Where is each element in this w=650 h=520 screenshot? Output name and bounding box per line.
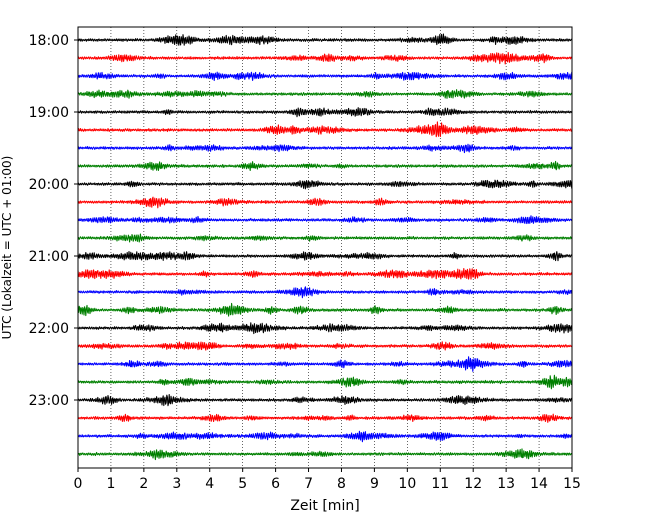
trace-line <box>77 413 573 423</box>
trace-line <box>77 394 573 407</box>
x-tick-label: 2 <box>139 476 148 492</box>
x-axis-label: Zeit [min] <box>290 498 359 514</box>
y-tick-label: 18:00 <box>29 33 69 49</box>
y-tick-label: 22:00 <box>29 321 69 337</box>
trace-line <box>77 286 573 299</box>
y-tick-label: 23:00 <box>29 393 69 409</box>
trace-line <box>77 251 573 262</box>
x-tick-label: 9 <box>370 476 379 492</box>
trace-line <box>77 356 573 372</box>
trace-line <box>77 341 573 351</box>
trace-line <box>77 302 573 317</box>
seismic-traces <box>77 33 573 461</box>
trace-line <box>77 196 573 209</box>
x-tick-label: 4 <box>205 476 214 492</box>
x-tick-label: 6 <box>271 476 280 492</box>
y-tick-label: 19:00 <box>29 105 69 121</box>
y-axis-ticks: 18:00 19:00 20:00 21:00 22:00 23:00 <box>29 33 78 409</box>
trace-line <box>77 121 573 138</box>
trace-line <box>77 215 573 225</box>
x-tick-label: 5 <box>238 476 247 492</box>
trace-line <box>77 448 572 461</box>
y-tick-label: 20:00 <box>29 177 69 193</box>
y-tick-label: 21:00 <box>29 249 69 265</box>
trace-line <box>77 322 573 335</box>
x-tick-label: 0 <box>74 476 83 492</box>
y-axis-label: UTC (Lokalzeit = UTC + 01:00) <box>0 156 14 340</box>
trace-line <box>77 33 573 46</box>
trace-line <box>77 160 573 172</box>
plot-frame <box>77 26 573 469</box>
trace-line <box>77 268 573 280</box>
x-tick-label: 3 <box>172 476 181 492</box>
x-tick-label: 15 <box>563 476 581 492</box>
trace-line <box>77 143 573 154</box>
x-tick-label: 12 <box>464 476 482 492</box>
x-tick-label: 14 <box>530 476 548 492</box>
x-tick-label: 10 <box>398 476 416 492</box>
x-tick-label: 13 <box>497 476 515 492</box>
x-tick-label: 1 <box>106 476 115 492</box>
trace-line <box>77 107 573 118</box>
x-tick-label: 7 <box>304 476 313 492</box>
trace-line <box>77 179 573 190</box>
trace-line <box>77 71 573 81</box>
trace-line <box>77 430 573 443</box>
x-tick-label: 8 <box>337 476 346 492</box>
trace-line <box>77 374 573 390</box>
x-axis-ticks: 0 1 2 3 4 5 6 7 8 9 10 11 12 13 14 15 <box>74 468 581 492</box>
trace-line <box>77 233 573 243</box>
trace-line <box>77 89 573 99</box>
trace-line <box>77 51 573 65</box>
x-tick-label: 11 <box>431 476 449 492</box>
